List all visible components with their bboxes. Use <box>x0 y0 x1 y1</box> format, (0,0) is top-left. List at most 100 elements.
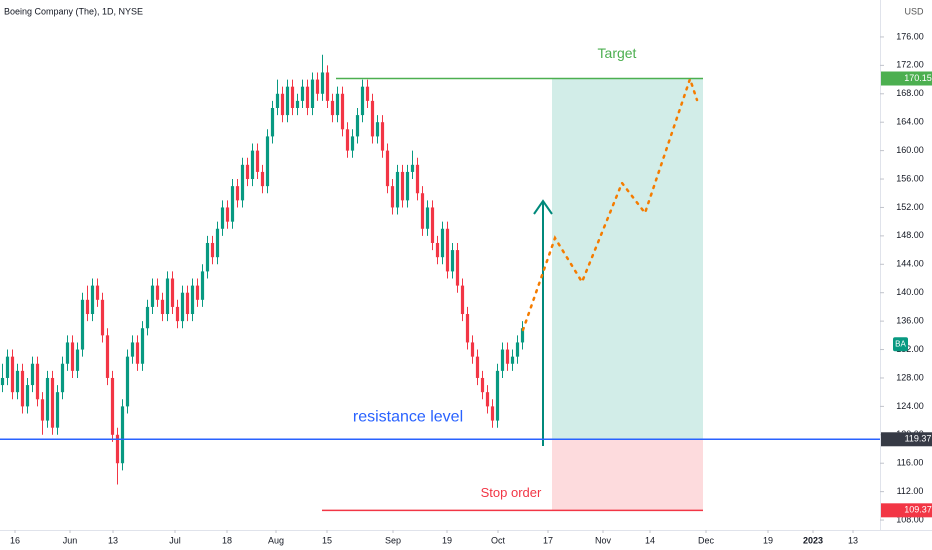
candle-body <box>95 285 100 300</box>
candle-body <box>150 285 155 307</box>
candle-body <box>435 242 440 258</box>
candle-body <box>105 335 110 378</box>
candle-body <box>60 363 65 393</box>
candle-body <box>220 207 225 229</box>
candle-body <box>415 164 420 194</box>
x-tick-label: Sep <box>385 535 401 545</box>
candle-body <box>275 93 280 108</box>
candle-body <box>295 100 300 108</box>
candle-body <box>280 93 285 116</box>
candle-body <box>5 356 10 378</box>
candle-body <box>345 129 350 151</box>
y-tick-label: 176.00 <box>896 31 924 41</box>
candle-body <box>405 171 410 201</box>
candle-body <box>330 100 335 116</box>
y-tick-label: 108.00 <box>896 514 924 524</box>
chart-title: Boeing Company (The), 1D, NYSE <box>4 6 143 16</box>
x-tick-label: 18 <box>222 535 232 545</box>
candle-body <box>250 150 255 180</box>
currency-label: USD <box>904 6 924 16</box>
y-tick-label: 124.00 <box>896 401 924 411</box>
x-tick-label: 19 <box>442 535 452 545</box>
candle-body <box>90 285 95 315</box>
candle-body <box>430 207 435 243</box>
profit-zone <box>552 78 703 440</box>
candle-body <box>0 377 5 386</box>
candle-body <box>170 278 175 307</box>
x-tick-label: 13 <box>108 535 118 545</box>
candle-body <box>200 271 205 300</box>
candle-body <box>440 228 445 258</box>
candles <box>0 54 525 485</box>
candle-body <box>420 193 425 229</box>
candle-body <box>370 100 375 137</box>
candle-body <box>520 328 525 343</box>
candle-body <box>205 242 210 272</box>
candle-body <box>40 399 45 421</box>
candle-body <box>85 299 90 315</box>
candle-body <box>265 136 270 187</box>
y-tick-label: 172.00 <box>896 60 924 70</box>
candle-body <box>255 150 260 172</box>
candle-body <box>155 285 160 300</box>
y-tick-label: 152.00 <box>896 202 924 212</box>
candle-body <box>355 115 360 137</box>
candle-body <box>425 207 430 229</box>
candle-body <box>495 370 500 421</box>
x-tick-label: Nov <box>595 535 612 545</box>
level-name: resistance level <box>353 408 463 425</box>
arrow-head <box>533 199 553 215</box>
candle-body <box>505 349 510 364</box>
candle-body <box>335 93 340 116</box>
candle-body <box>225 207 230 222</box>
candle-body <box>165 278 170 315</box>
candle-body <box>485 392 490 407</box>
candle-body <box>50 377 55 428</box>
candle-body <box>285 86 290 116</box>
y-tick-label: 140.00 <box>896 287 924 297</box>
candle-body <box>70 342 75 371</box>
candle-body <box>140 328 145 364</box>
candle-body <box>290 86 295 108</box>
level-name: Stop order <box>481 485 542 500</box>
candle-body <box>320 72 325 94</box>
x-tick-label: Jun <box>63 535 78 545</box>
candle-body <box>510 356 515 364</box>
candle-body <box>455 250 460 286</box>
candle-body <box>215 228 220 258</box>
y-tick-label: 168.00 <box>896 88 924 98</box>
x-tick-label: Aug <box>268 535 284 545</box>
x-tick-label: 16 <box>10 535 20 545</box>
y-tick-label: 116.00 <box>897 458 924 468</box>
y-tick-label: 136.00 <box>896 316 924 326</box>
candle-body <box>100 299 105 336</box>
candle-body <box>230 186 235 222</box>
candle-body <box>260 171 265 187</box>
candle-body <box>130 342 135 357</box>
candle-body <box>390 186 395 208</box>
candle-body <box>270 107 275 137</box>
candle-body <box>55 392 60 428</box>
candle-body <box>450 250 455 272</box>
loss-zone <box>552 439 703 511</box>
candle-body <box>375 122 380 137</box>
candle-body <box>385 150 390 187</box>
candle-body <box>20 370 25 407</box>
price-tag-label: 119.37 <box>905 434 932 444</box>
y-tick-label: 160.00 <box>896 145 924 155</box>
price-tag-label: 109.37 <box>904 505 932 515</box>
candle-body <box>135 342 140 364</box>
candle-body <box>25 385 30 407</box>
candle-body <box>300 86 305 101</box>
candle-body <box>515 342 520 357</box>
candle-body <box>195 285 200 300</box>
x-tick-label: 2023 <box>803 535 823 545</box>
x-tick-label: 15 <box>322 535 332 545</box>
x-tick-label: 19 <box>763 535 773 545</box>
candle-body <box>180 292 185 322</box>
x-tick-label: Jul <box>169 535 181 545</box>
y-tick-label: 128.00 <box>896 372 924 382</box>
candle-body <box>465 314 470 343</box>
price-tag-label: 170.15 <box>904 73 932 83</box>
